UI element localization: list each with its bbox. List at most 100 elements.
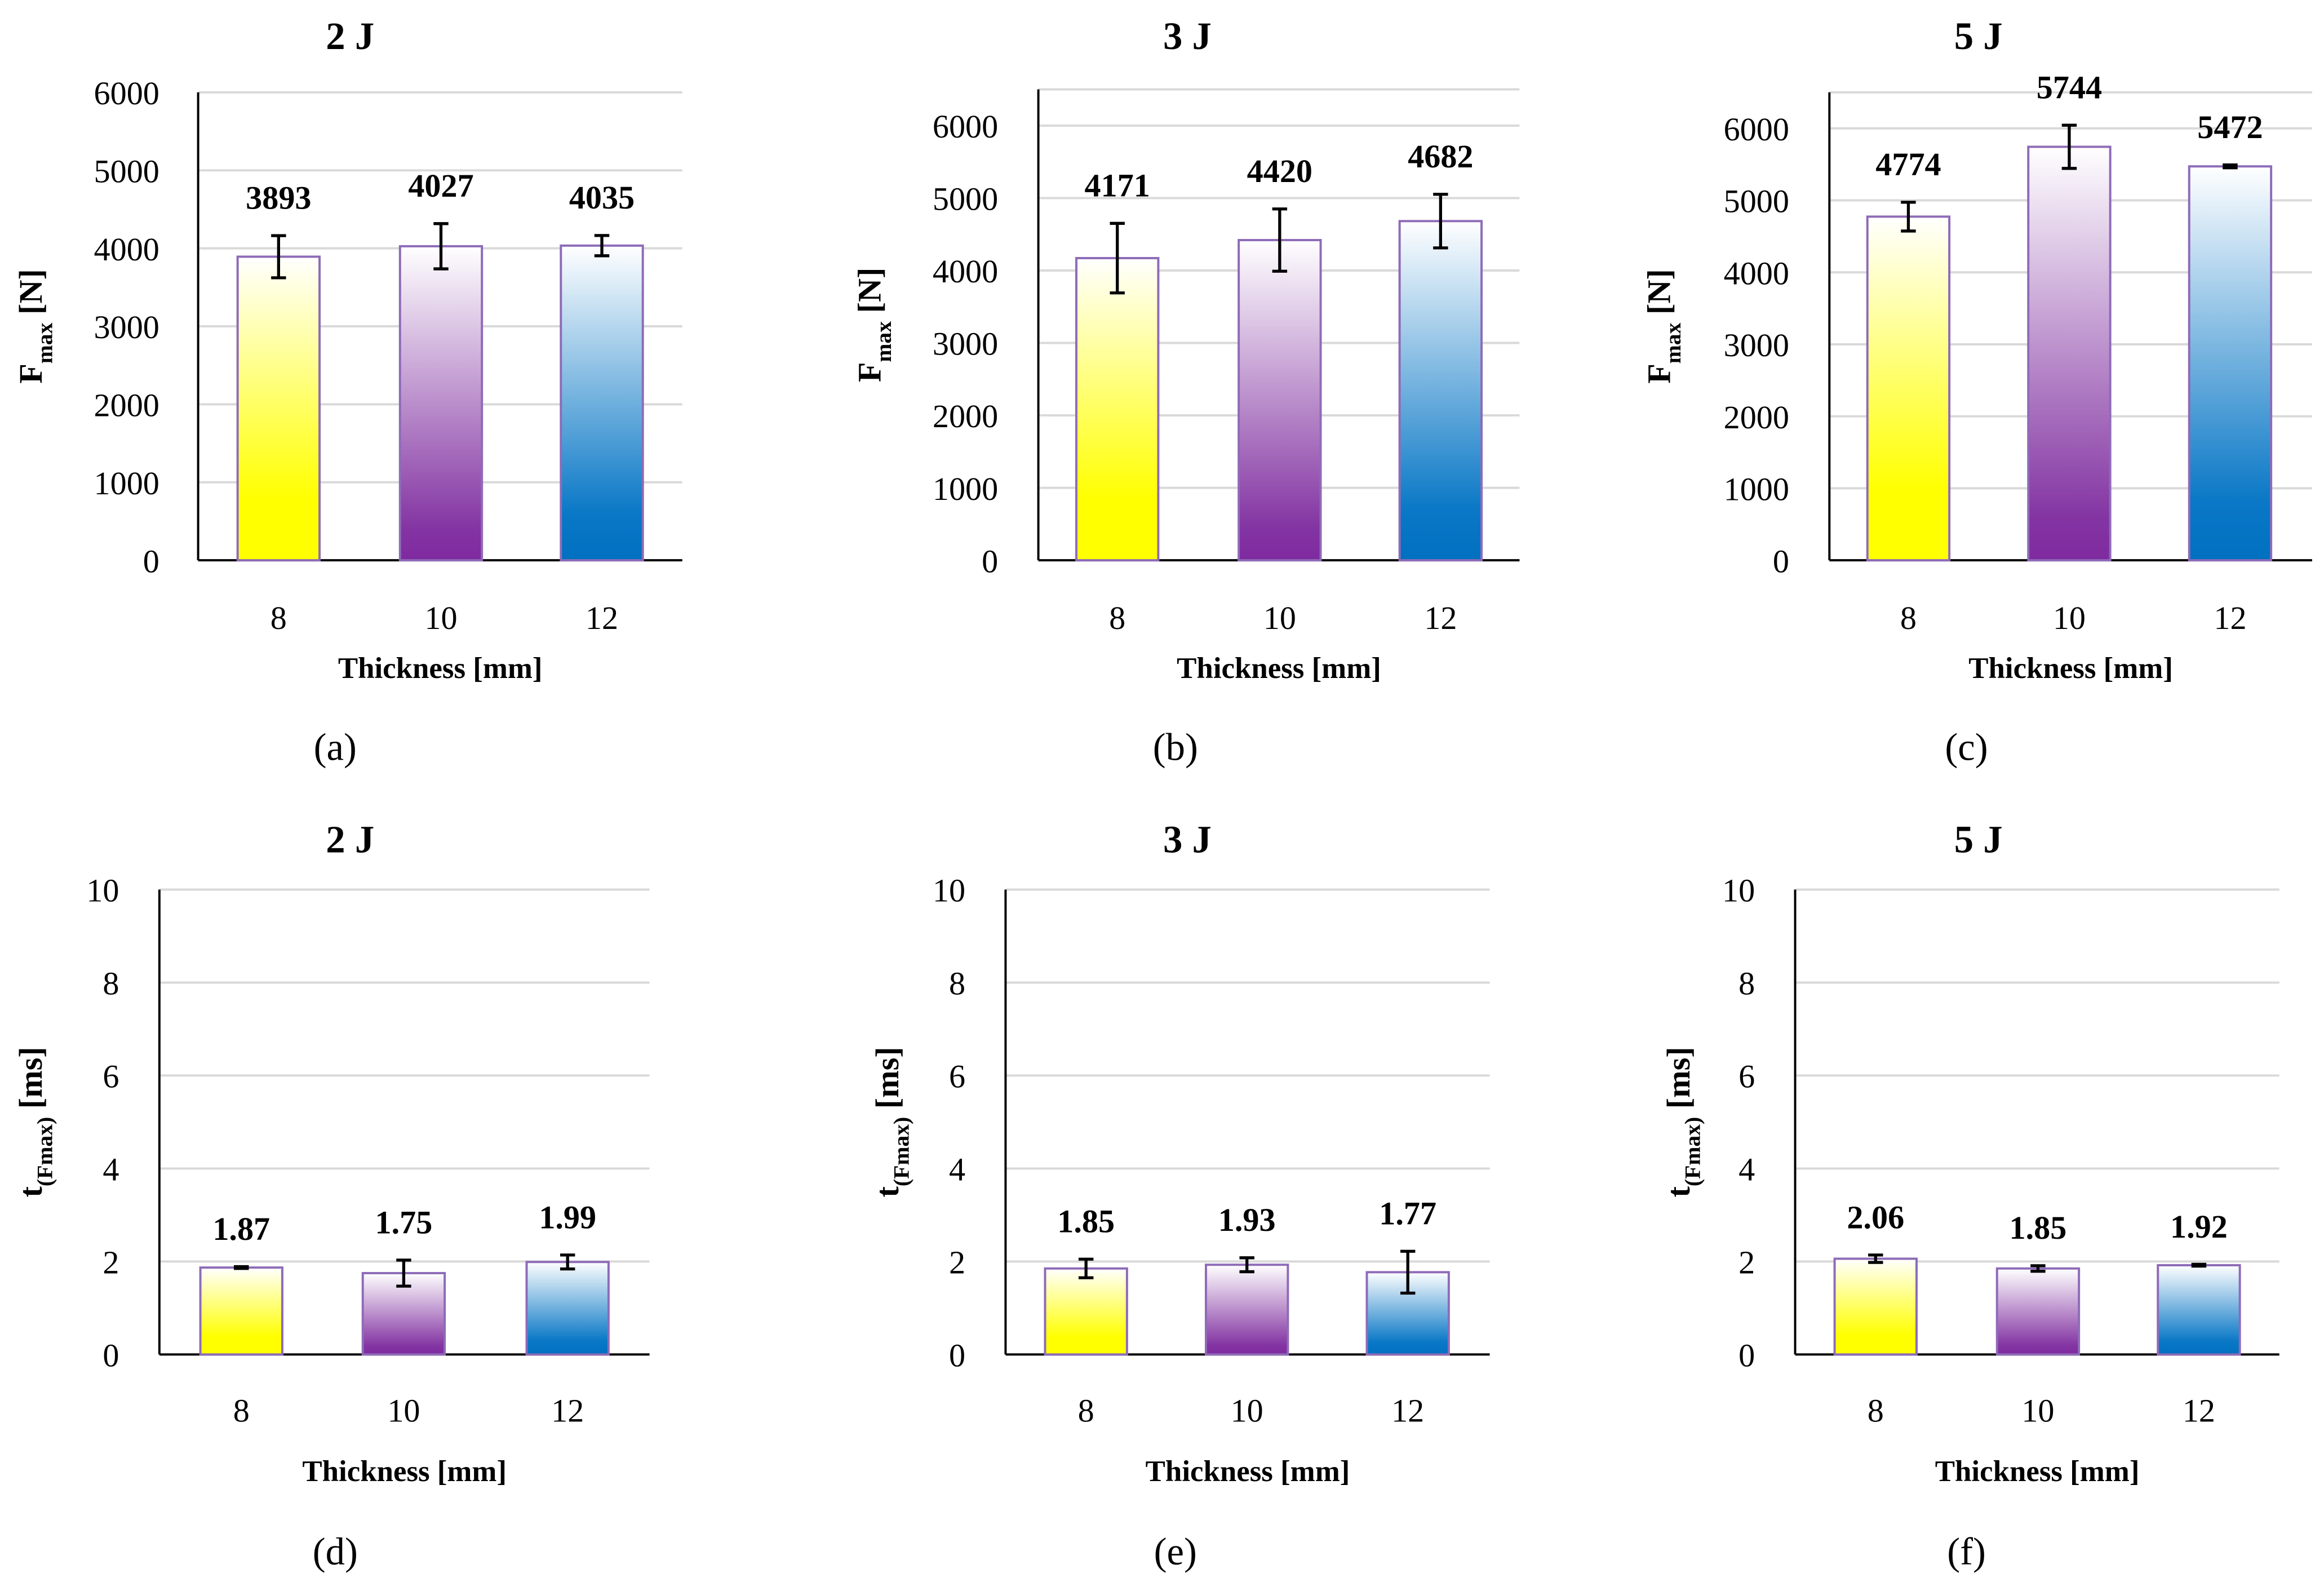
data-label: 4774: [1875, 146, 1941, 183]
y-label-unit: [ms]: [1660, 1047, 1697, 1116]
bar-8mm: [1044, 1267, 1128, 1356]
y-tick-label: 6000: [94, 75, 159, 112]
x-tick-label: 12: [2183, 1392, 2215, 1429]
bar-12mm: [525, 1261, 610, 1356]
y-label-unit: [N]: [12, 269, 49, 322]
chart-title: 2 J: [326, 15, 374, 57]
x-tick-label: 8: [1109, 600, 1125, 636]
x-tick-label: 8: [233, 1392, 250, 1429]
x-tick-label: 12: [1424, 600, 1457, 636]
x-tick-label: 8: [1868, 1392, 1884, 1429]
y-tick-label: 4: [949, 1151, 965, 1188]
y-tick-label: 4: [1738, 1151, 1755, 1188]
y-tick-label: 6000: [933, 108, 998, 145]
y-axis-label: Fmax [N]: [1640, 269, 1686, 384]
y-tick-label: 4000: [1724, 255, 1789, 291]
bar-12mm: [2188, 165, 2273, 562]
data-label: 2.06: [1847, 1199, 1904, 1235]
x-tick-label: 12: [1391, 1392, 1424, 1429]
data-label: 1.99: [539, 1199, 596, 1235]
x-tick-label: 8: [1900, 600, 1917, 636]
panel-label: (e): [1154, 1530, 1197, 1573]
y-tick-label: 10: [933, 872, 965, 909]
chart-title: 5 J: [1954, 15, 2003, 57]
y-label-unit: [ms]: [869, 1047, 906, 1116]
y-tick-label: 4: [103, 1151, 119, 1188]
bar-8mm: [1833, 1257, 1918, 1356]
chart-title: 3 J: [1163, 15, 1212, 57]
y-label-subscript: max: [1661, 322, 1686, 364]
y-tick-label: 2000: [933, 398, 998, 435]
x-tick-label: 12: [586, 600, 618, 636]
bar-12mm: [2157, 1264, 2241, 1356]
bar-8mm: [1075, 257, 1160, 562]
y-tick-label: 8: [1738, 965, 1755, 1002]
y-tick-label: 1000: [94, 465, 159, 502]
y-label-main: t: [1660, 1186, 1697, 1197]
y-tick-label: 4000: [933, 253, 998, 290]
x-axis-label: Thickness [mm]: [302, 1455, 507, 1488]
y-tick-label: 3000: [1724, 327, 1789, 364]
y-label-unit: [N]: [1640, 269, 1677, 322]
x-tick-label: 10: [2021, 1392, 2054, 1429]
bar-12mm: [560, 244, 644, 562]
y-tick-label: 2000: [1724, 399, 1789, 436]
y-label-main: t: [12, 1186, 49, 1197]
y-tick-label: 3000: [94, 309, 159, 345]
y-tick-label: 6: [103, 1058, 119, 1095]
y-tick-label: 2: [949, 1244, 965, 1281]
data-label: 1.85: [2010, 1209, 2067, 1246]
y-tick-label: 6: [949, 1058, 965, 1095]
bar-12mm: [1398, 220, 1483, 562]
x-tick-label: 10: [1263, 600, 1296, 636]
y-axis-label: t(Fmax) [ms]: [1660, 1047, 1705, 1197]
x-tick-label: 10: [1231, 1392, 1263, 1429]
y-tick-label: 0: [982, 543, 998, 579]
y-label-subscript: (Fmax): [1680, 1117, 1705, 1186]
bar-10mm: [398, 245, 484, 562]
x-tick-label: 8: [1078, 1392, 1094, 1429]
data-label: 5472: [2197, 109, 2263, 145]
chart-title: 5 J: [1954, 818, 2003, 861]
x-axis-label: Thickness [mm]: [1935, 1455, 2140, 1488]
y-tick-label: 8: [949, 965, 965, 1002]
y-tick-label: 2000: [94, 387, 159, 424]
x-tick-label: 12: [551, 1392, 584, 1429]
data-label: 4027: [408, 167, 473, 204]
x-tick-label: 10: [2053, 600, 2086, 636]
y-tick-label: 1000: [1724, 471, 1789, 508]
y-axis-label: t(Fmax) [ms]: [869, 1047, 914, 1197]
data-label: 4420: [1247, 153, 1312, 189]
chart-panel: 0 1000 2000 3000 4000 5000 6000 3893 8 4027 10 4035…: [12, 15, 682, 768]
chart-panel: 0 1000 2000 3000 4000 5000 6000 4171 8 4420 10 4682…: [851, 15, 1520, 768]
y-label-unit: [ms]: [12, 1047, 49, 1116]
bar-8mm: [1866, 215, 1951, 562]
bar-10mm: [1995, 1267, 2081, 1356]
chart-panel: 0 2 4 6 8 10 2.06 8 1.85 10 1.92 12 5 J Thickness [mm…: [1660, 818, 2279, 1573]
y-label-main: F: [851, 362, 888, 383]
chart-panel: 0 1000 2000 3000 4000 5000 6000 4774 8 5744 10 5472…: [1640, 15, 2312, 768]
bar-10mm: [1205, 1264, 1289, 1356]
y-tick-label: 0: [949, 1337, 965, 1374]
y-tick-label: 10: [86, 872, 119, 909]
x-tick-label: 10: [387, 1392, 420, 1429]
x-axis-label: Thickness [mm]: [1968, 652, 2173, 685]
y-tick-label: 0: [1738, 1337, 1755, 1374]
data-label: 1.75: [375, 1204, 433, 1240]
x-tick-label: 12: [2214, 600, 2246, 636]
data-label: 1.77: [1379, 1195, 1436, 1232]
data-label: 1.93: [1218, 1202, 1276, 1238]
y-tick-label: 0: [1773, 543, 1789, 579]
data-label: 4035: [569, 179, 635, 216]
data-label: 1.92: [2170, 1208, 2228, 1245]
y-tick-label: 4000: [94, 231, 159, 268]
panel-label: (c): [1945, 725, 1988, 768]
y-tick-label: 2: [1738, 1244, 1755, 1281]
data-label: 4171: [1085, 167, 1150, 204]
y-tick-label: 6000: [1724, 111, 1789, 148]
chart-panel: 0 2 4 6 8 10 1.87 8 1.75 10 1.99 12 2 J Thickness [mm…: [12, 818, 650, 1573]
y-axis-label: Fmax [N]: [12, 269, 57, 384]
x-axis-label: Thickness [mm]: [338, 652, 543, 685]
x-tick-label: 8: [270, 600, 287, 636]
x-axis-label: Thickness [mm]: [1146, 1455, 1350, 1488]
